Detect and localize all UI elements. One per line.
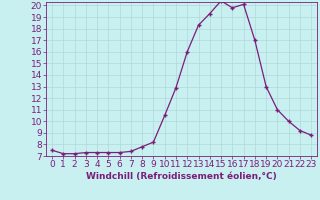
- X-axis label: Windchill (Refroidissement éolien,°C): Windchill (Refroidissement éolien,°C): [86, 172, 277, 181]
